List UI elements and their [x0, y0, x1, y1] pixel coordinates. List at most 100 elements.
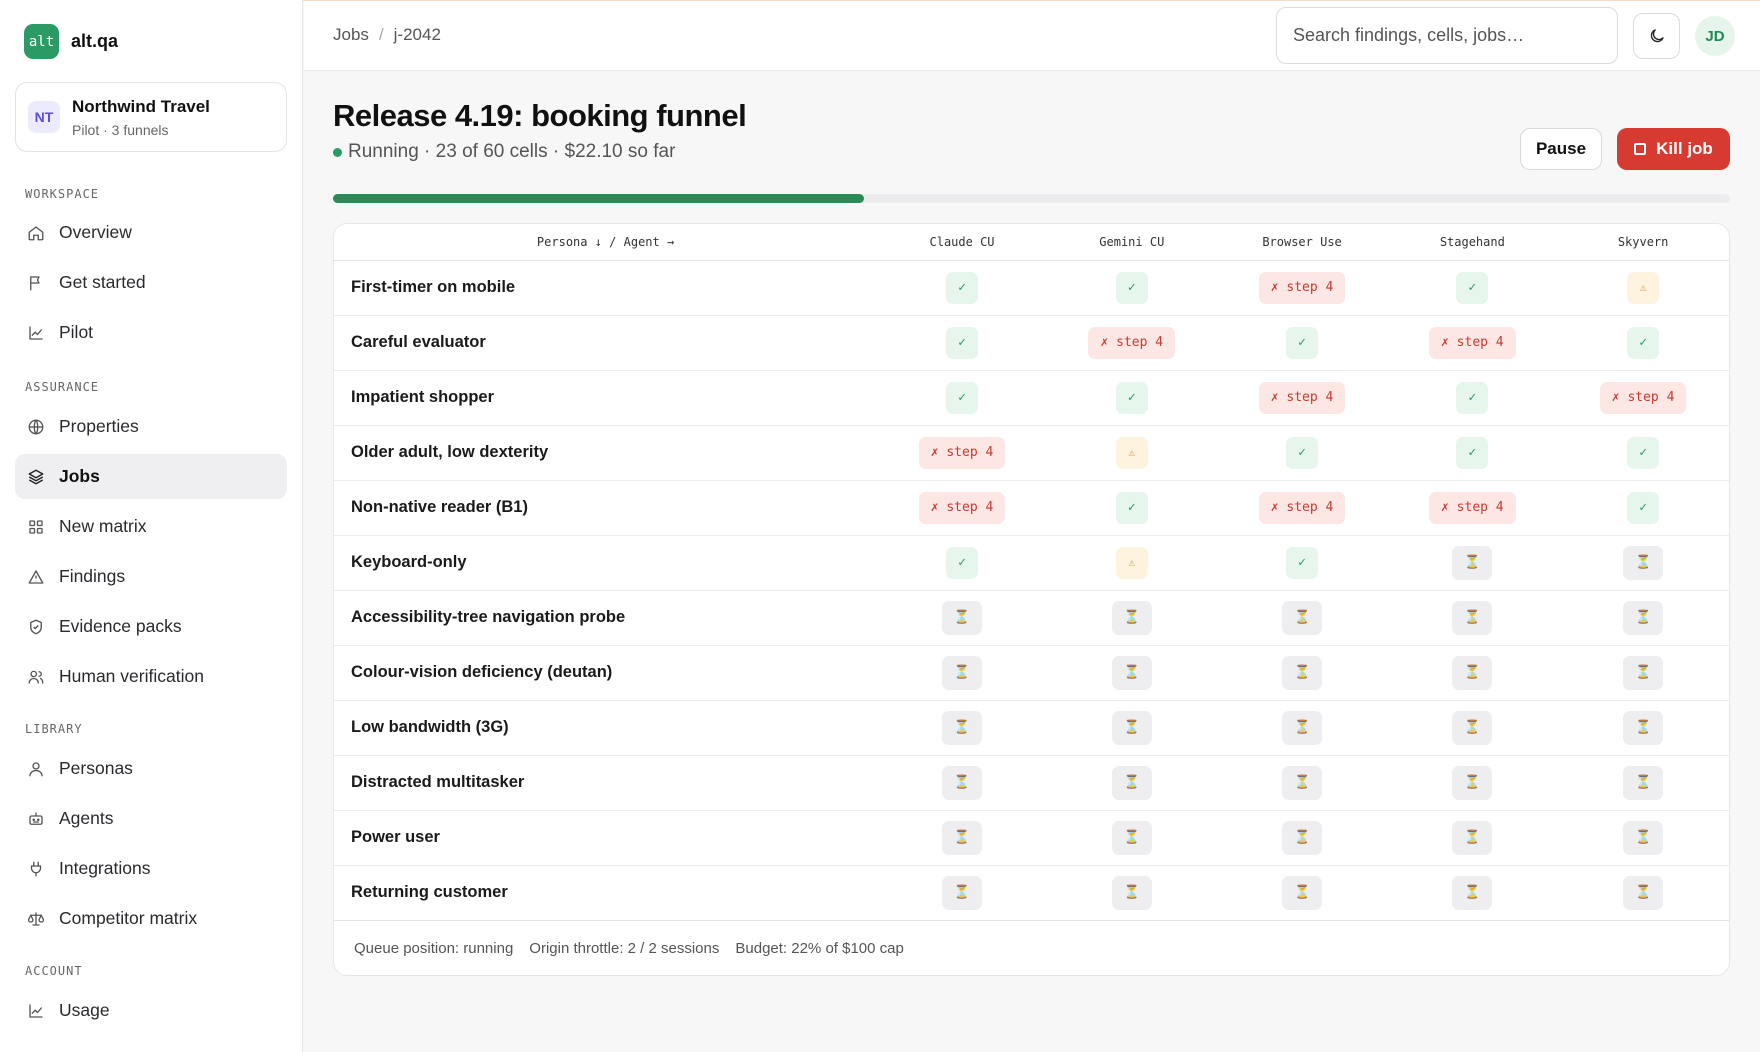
cell-wait-badge[interactable]: ⏳ [1452, 765, 1493, 800]
sidebar-item-usage[interactable]: Usage [15, 988, 287, 1033]
cell-wait-badge[interactable]: ⏳ [1623, 545, 1664, 580]
cell-wait-badge[interactable]: ⏳ [1111, 710, 1152, 745]
cell-wait-badge[interactable]: ⏳ [1452, 710, 1493, 745]
cell-wait-badge[interactable]: ⏳ [1282, 820, 1323, 855]
cell-warn-badge[interactable]: ⚠ [1115, 546, 1148, 579]
cell-pass-badge[interactable]: ✓ [1286, 436, 1319, 469]
cell-wait-badge[interactable]: ⏳ [1111, 655, 1152, 690]
cell-wait-badge[interactable]: ⏳ [942, 820, 983, 855]
table-row[interactable]: Distracted multitasker ⏳ ⏳ ⏳ ⏳ ⏳ [334, 755, 1729, 811]
sidebar-item-overview[interactable]: Overview [15, 210, 287, 255]
cell-pass-badge[interactable]: ✓ [1456, 381, 1489, 414]
cell-wait-badge[interactable]: ⏳ [1282, 875, 1323, 910]
cell-pass-badge[interactable]: ✓ [1115, 381, 1148, 414]
cell-wait-badge[interactable]: ⏳ [1452, 545, 1493, 580]
breadcrumb-jobs-link[interactable]: Jobs [333, 25, 369, 44]
sidebar-item-evidence-packs[interactable]: Evidence packs [15, 604, 287, 649]
cell-wait-badge[interactable]: ⏳ [1282, 710, 1323, 745]
cell-fail-badge[interactable]: ✗ step 4 [1599, 381, 1687, 414]
sidebar-item-personas[interactable]: Personas [15, 746, 287, 791]
cell-wait-badge[interactable]: ⏳ [1452, 655, 1493, 690]
cell-wait-badge[interactable]: ⏳ [942, 655, 983, 690]
theme-toggle-button[interactable] [1633, 13, 1680, 59]
cell-wait-badge[interactable]: ⏳ [1623, 710, 1664, 745]
sidebar-item-competitor-matrix[interactable]: Competitor matrix [15, 896, 287, 941]
cell-warn-badge[interactable]: ⚠ [1115, 436, 1148, 469]
cell-fail-badge[interactable]: ✗ step 4 [918, 491, 1006, 524]
cell-wait-badge[interactable]: ⏳ [1452, 600, 1493, 635]
cell-wait-badge[interactable]: ⏳ [942, 600, 983, 635]
sidebar-item-get-started[interactable]: Get started [15, 260, 287, 305]
table-row[interactable]: Low bandwidth (3G) ⏳ ⏳ ⏳ ⏳ ⏳ [334, 700, 1729, 756]
cell-pass-badge[interactable]: ✓ [1456, 271, 1489, 304]
cell-wait-badge[interactable]: ⏳ [1282, 765, 1323, 800]
sidebar-item-agents[interactable]: Agents [15, 796, 287, 841]
table-row[interactable]: Careful evaluator ✓ ✗ step 4 ✓ ✗ step 4 ✓ [334, 315, 1729, 371]
cell-pass-badge[interactable]: ✓ [946, 546, 979, 579]
cell-pass-badge[interactable]: ✓ [1627, 326, 1660, 359]
cell-wait-badge[interactable]: ⏳ [942, 765, 983, 800]
sidebar-item-new-matrix[interactable]: New matrix [15, 504, 287, 549]
moon-icon [1650, 29, 1664, 43]
cell-wait-badge[interactable]: ⏳ [1111, 600, 1152, 635]
cell-pass-badge[interactable]: ✓ [1115, 491, 1148, 524]
matrix-cell: ⏳ [1216, 755, 1388, 811]
persona-name: First-timer on mobile [334, 260, 878, 316]
matrix-cell: ✓ [877, 260, 1047, 316]
pause-button[interactable]: Pause [1520, 128, 1602, 170]
cell-pass-badge[interactable]: ✓ [1627, 491, 1660, 524]
table-row[interactable]: Non-native reader (B1) ✗ step 4 ✓ ✗ step 4 ✗… [334, 480, 1729, 536]
table-row[interactable]: Power user ⏳ ⏳ ⏳ ⏳ ⏳ [334, 810, 1729, 866]
cell-pass-badge[interactable]: ✓ [1627, 436, 1660, 469]
cell-pass-badge[interactable]: ✓ [1286, 546, 1319, 579]
table-row[interactable]: Keyboard-only ✓ ⚠ ✓ ⏳ ⏳ [334, 535, 1729, 591]
cell-wait-badge[interactable]: ⏳ [942, 875, 983, 910]
cell-pass-badge[interactable]: ✓ [946, 381, 979, 414]
brand[interactable]: alt alt.qa [24, 24, 118, 59]
table-row[interactable]: Colour-vision deficiency (deutan) ⏳ ⏳ ⏳ ⏳ ⏳ [334, 645, 1729, 701]
table-row[interactable]: First-timer on mobile ✓ ✓ ✗ step 4 ✓ ⚠ [334, 260, 1729, 316]
kill-job-button[interactable]: Kill job [1617, 128, 1730, 170]
cell-wait-badge[interactable]: ⏳ [1111, 765, 1152, 800]
cell-fail-badge[interactable]: ✗ step 4 [1258, 271, 1346, 304]
cell-fail-badge[interactable]: ✗ step 4 [918, 436, 1006, 469]
cell-wait-badge[interactable]: ⏳ [1452, 875, 1493, 910]
matrix-header-persona[interactable]: Persona ↓ / Agent → [334, 224, 878, 261]
search-input[interactable] [1276, 7, 1618, 64]
cell-wait-badge[interactable]: ⏳ [942, 710, 983, 745]
table-row[interactable]: Impatient shopper ✓ ✓ ✗ step 4 ✓ ✗ step 4 [334, 370, 1729, 426]
table-row[interactable]: Returning customer ⏳ ⏳ ⏳ ⏳ ⏳ [334, 865, 1729, 921]
sidebar-item-pilot[interactable]: Pilot [15, 310, 287, 355]
cell-wait-badge[interactable]: ⏳ [1623, 875, 1664, 910]
cell-pass-badge[interactable]: ✓ [1115, 271, 1148, 304]
cell-fail-badge[interactable]: ✗ step 4 [1258, 381, 1346, 414]
matrix-cell: ⚠ [1046, 425, 1217, 481]
cell-pass-badge[interactable]: ✓ [1286, 326, 1319, 359]
cell-wait-badge[interactable]: ⏳ [1623, 655, 1664, 690]
cell-wait-badge[interactable]: ⏳ [1111, 875, 1152, 910]
table-row[interactable]: Older adult, low dexterity ✗ step 4 ⚠ ✓ ✓ ✓ [334, 425, 1729, 481]
cell-wait-badge[interactable]: ⏳ [1452, 820, 1493, 855]
cell-wait-badge[interactable]: ⏳ [1623, 765, 1664, 800]
cell-fail-badge[interactable]: ✗ step 4 [1429, 326, 1516, 359]
table-row[interactable]: Accessibility-tree navigation probe ⏳ ⏳ ⏳ ⏳ ⏳ [334, 590, 1729, 646]
cell-wait-badge[interactable]: ⏳ [1282, 600, 1323, 635]
org-switcher[interactable]: NT Northwind Travel Pilot · 3 funnels [15, 82, 287, 152]
cell-wait-badge[interactable]: ⏳ [1282, 655, 1323, 690]
sidebar-item-properties[interactable]: Properties [15, 404, 287, 449]
cell-pass-badge[interactable]: ✓ [946, 271, 979, 304]
cell-warn-badge[interactable]: ⚠ [1627, 271, 1660, 304]
cell-pass-badge[interactable]: ✓ [1456, 436, 1489, 469]
cell-fail-badge[interactable]: ✗ step 4 [1088, 326, 1176, 359]
cell-fail-badge[interactable]: ✗ step 4 [1258, 491, 1346, 524]
user-avatar[interactable]: JD [1695, 16, 1735, 56]
cell-wait-badge[interactable]: ⏳ [1623, 820, 1664, 855]
cell-pass-badge[interactable]: ✓ [946, 326, 979, 359]
sidebar-item-findings[interactable]: Findings [15, 554, 287, 599]
cell-fail-badge[interactable]: ✗ step 4 [1429, 491, 1516, 524]
sidebar-item-human-verification[interactable]: Human verification [15, 654, 287, 699]
cell-wait-badge[interactable]: ⏳ [1623, 600, 1664, 635]
sidebar-item-jobs[interactable]: Jobs [15, 454, 287, 499]
sidebar-item-integrations[interactable]: Integrations [15, 846, 287, 891]
cell-wait-badge[interactable]: ⏳ [1111, 820, 1152, 855]
